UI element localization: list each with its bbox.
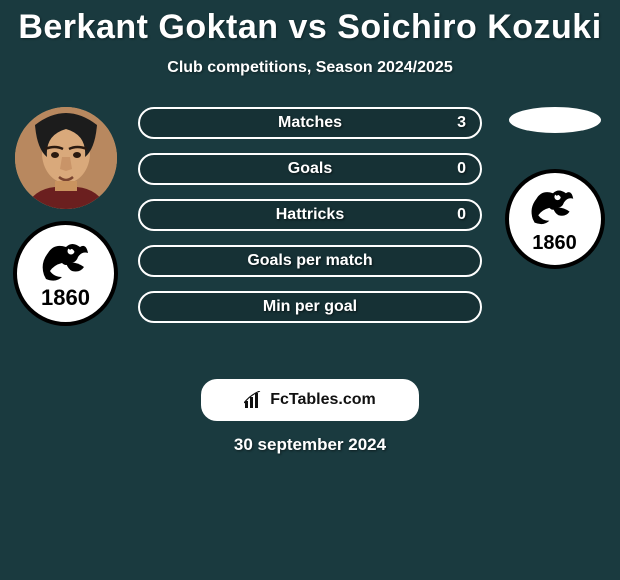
brand-label: FcTables.com bbox=[270, 391, 376, 409]
lion-icon bbox=[36, 237, 96, 287]
lion-icon bbox=[525, 184, 585, 234]
stat-label: Matches bbox=[278, 114, 342, 132]
stat-row-matches: Matches 3 bbox=[138, 107, 482, 139]
stat-row-goals-per-match: Goals per match bbox=[138, 245, 482, 277]
stat-label: Goals per match bbox=[247, 252, 372, 270]
stat-value: 3 bbox=[457, 114, 466, 132]
player1-club-badge: 1860 bbox=[13, 221, 118, 326]
stat-row-min-per-goal: Min per goal bbox=[138, 291, 482, 323]
chart-bars-icon bbox=[244, 391, 264, 409]
stat-label: Min per goal bbox=[263, 298, 357, 316]
player-portrait-icon bbox=[15, 107, 117, 209]
comparison-date: 30 september 2024 bbox=[0, 435, 620, 455]
comparison-body: 1860 1860 Matches 3 Goals 0 H bbox=[0, 107, 620, 367]
player-right-column: 1860 bbox=[497, 107, 612, 269]
stat-value: 0 bbox=[457, 206, 466, 224]
comparison-subtitle: Club competitions, Season 2024/2025 bbox=[0, 59, 620, 77]
club-year: 1860 bbox=[532, 232, 577, 255]
player2-avatar bbox=[509, 107, 601, 133]
stat-value: 0 bbox=[457, 160, 466, 178]
club-year: 1860 bbox=[41, 285, 90, 311]
player2-club-badge: 1860 bbox=[505, 169, 605, 269]
player-left-column: 1860 bbox=[8, 107, 123, 326]
stat-label: Goals bbox=[288, 160, 332, 178]
comparison-title: Berkant Goktan vs Soichiro Kozuki bbox=[0, 0, 620, 47]
stat-row-goals: Goals 0 bbox=[138, 153, 482, 185]
stat-label: Hattricks bbox=[276, 206, 344, 224]
stats-list: Matches 3 Goals 0 Hattricks 0 Goals per … bbox=[138, 107, 482, 337]
player1-avatar bbox=[15, 107, 117, 209]
brand-attribution[interactable]: FcTables.com bbox=[201, 379, 419, 421]
stat-row-hattricks: Hattricks 0 bbox=[138, 199, 482, 231]
